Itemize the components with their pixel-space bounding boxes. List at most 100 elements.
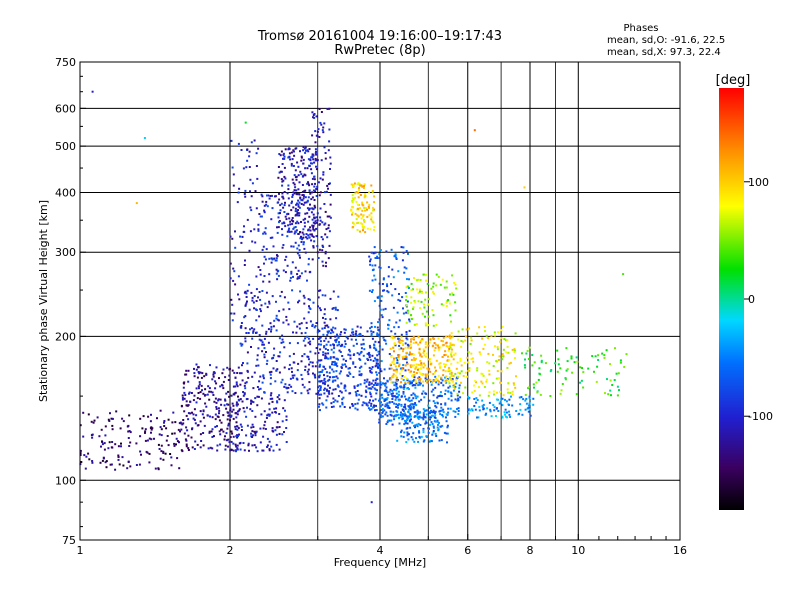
data-point [410, 296, 413, 299]
data-point [437, 337, 440, 340]
data-point [91, 433, 94, 436]
data-point [239, 326, 242, 329]
data-point [298, 181, 301, 184]
data-point [416, 377, 419, 380]
data-point [451, 292, 454, 295]
data-point [407, 433, 410, 436]
data-point [281, 222, 284, 225]
data-point [393, 357, 395, 360]
data-point [363, 348, 366, 351]
data-point [311, 177, 314, 180]
data-point [467, 351, 470, 353]
data-point [396, 361, 399, 364]
data-point [235, 401, 238, 404]
data-point [394, 365, 397, 368]
data-point [315, 235, 318, 238]
data-point [261, 248, 264, 251]
data-point [449, 346, 452, 349]
data-point [311, 196, 314, 199]
data-point [358, 357, 361, 360]
data-point [311, 153, 314, 156]
data-point [276, 278, 279, 281]
data-point [288, 217, 291, 220]
data-point [392, 346, 395, 349]
data-point [271, 207, 274, 210]
data-point [357, 182, 360, 185]
data-point [324, 157, 327, 160]
data-point [416, 425, 419, 428]
data-point [237, 427, 240, 430]
data-point [408, 318, 411, 321]
data-point [276, 226, 278, 229]
data-point [386, 397, 389, 399]
data-point [500, 398, 503, 401]
data-point [450, 395, 453, 398]
data-point [566, 368, 569, 371]
data-point [430, 411, 433, 414]
data-point [580, 379, 583, 382]
data-point [276, 231, 279, 234]
data-point [374, 409, 376, 412]
data-point [305, 201, 308, 204]
data-point [363, 379, 366, 382]
data-point [217, 399, 220, 402]
data-point [329, 168, 331, 170]
data-point [256, 354, 259, 357]
data-point [216, 415, 219, 418]
data-point [449, 293, 451, 296]
data-point [388, 401, 391, 404]
data-point [382, 308, 385, 311]
data-point [232, 173, 235, 176]
data-point [176, 457, 179, 460]
data-point [392, 373, 395, 376]
data-point [305, 149, 307, 152]
data-point [432, 373, 435, 375]
data-point [318, 248, 321, 251]
data-point [343, 406, 346, 408]
data-point [376, 358, 379, 361]
data-point [448, 359, 451, 362]
data-point [250, 141, 253, 144]
data-point [408, 388, 410, 391]
data-point [275, 360, 278, 362]
data-point [432, 400, 435, 403]
data-point [410, 418, 412, 421]
data-point [185, 445, 188, 448]
data-point [428, 341, 431, 344]
data-point [293, 226, 296, 229]
data-point [199, 420, 202, 423]
data-point [165, 439, 168, 442]
data-point [363, 206, 366, 209]
data-point [328, 386, 331, 389]
colorbar-tick-label: 0 [748, 293, 755, 306]
data-point [387, 404, 390, 407]
data-point [487, 352, 490, 355]
data-point [450, 378, 453, 381]
data-point [618, 389, 620, 392]
data-point [282, 179, 285, 182]
data-point [284, 258, 287, 261]
data-point [320, 379, 323, 382]
data-point [291, 194, 294, 196]
data-point [254, 241, 257, 244]
data-point [326, 108, 329, 110]
data-point [275, 268, 278, 271]
data-point [269, 382, 272, 385]
data-point [390, 355, 393, 358]
data-point [348, 392, 351, 395]
data-point [355, 218, 358, 221]
data-point [434, 410, 437, 413]
data-point [336, 365, 339, 368]
data-point [239, 423, 242, 426]
data-point [264, 302, 267, 305]
data-point [307, 298, 310, 301]
data-point [231, 166, 234, 169]
data-point [306, 167, 309, 170]
data-point [377, 366, 379, 369]
data-point [447, 355, 449, 358]
data-point [290, 219, 293, 222]
data-point [419, 411, 422, 414]
data-point [122, 420, 125, 423]
data-point [198, 383, 201, 386]
data-point [240, 344, 243, 347]
